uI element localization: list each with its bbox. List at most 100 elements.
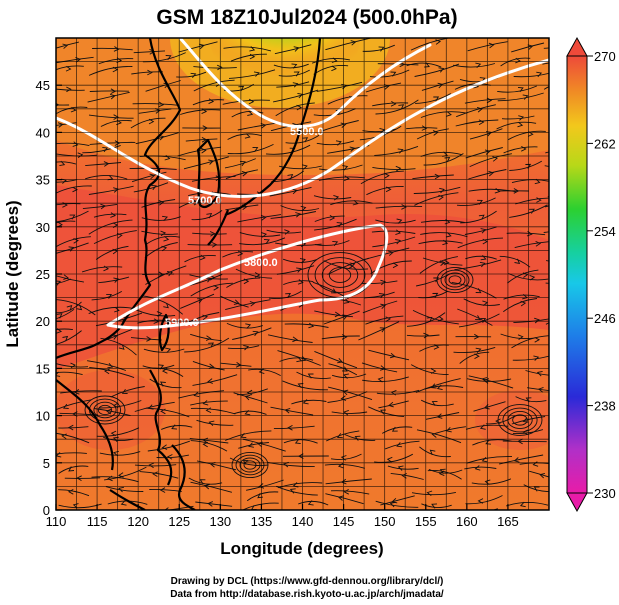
streamline bbox=[460, 210, 497, 224]
streamline bbox=[87, 91, 130, 103]
streamline bbox=[464, 226, 497, 235]
streamline bbox=[87, 360, 127, 371]
streamline bbox=[132, 103, 180, 106]
streamline-arrow bbox=[109, 93, 116, 100]
streamline bbox=[457, 308, 493, 326]
streamline bbox=[85, 175, 128, 180]
streamline-arrow bbox=[107, 475, 113, 482]
streamline bbox=[314, 310, 353, 318]
streamline-arrow bbox=[397, 465, 404, 471]
streamline-arrow bbox=[436, 413, 443, 419]
streamline-arrow bbox=[513, 457, 520, 463]
streamline-vortex bbox=[314, 257, 366, 293]
streamline bbox=[514, 241, 549, 249]
x-tick-label: 110 bbox=[46, 514, 67, 529]
streamline bbox=[543, 231, 549, 233]
streamline-arrow bbox=[201, 137, 208, 143]
streamline-arrow bbox=[388, 401, 394, 408]
streamline bbox=[543, 47, 549, 49]
streamline bbox=[96, 427, 140, 437]
streamline bbox=[189, 273, 223, 287]
streamline-arrow bbox=[445, 232, 452, 238]
streamline-arrow bbox=[395, 229, 401, 236]
streamline bbox=[270, 211, 316, 219]
streamline-arrow bbox=[485, 439, 492, 445]
streamline bbox=[56, 161, 77, 165]
streamline bbox=[81, 266, 123, 273]
streamline-arrow bbox=[207, 378, 213, 384]
streamline-arrow bbox=[343, 298, 350, 304]
streamline-arrow bbox=[536, 71, 543, 78]
streamline-arrow bbox=[291, 188, 298, 195]
streamline-arrow bbox=[439, 260, 446, 266]
streamline-arrow bbox=[165, 347, 172, 354]
streamline bbox=[141, 199, 176, 208]
streamline-arrow bbox=[26, 462, 31, 467]
streamline bbox=[276, 485, 318, 496]
streamline-arrow bbox=[293, 71, 300, 77]
streamline bbox=[411, 491, 456, 496]
streamline-arrow bbox=[352, 199, 359, 206]
streamline bbox=[362, 44, 395, 52]
streamline-arrow bbox=[21, 505, 25, 510]
streamline bbox=[185, 138, 218, 142]
streamline bbox=[241, 502, 279, 510]
streamline bbox=[468, 375, 514, 389]
streamline-arrow bbox=[202, 314, 209, 321]
streamline bbox=[542, 62, 549, 65]
streamline-arrow bbox=[163, 82, 170, 89]
streamline bbox=[190, 333, 222, 342]
streamline bbox=[89, 367, 135, 379]
streamline-arrow bbox=[72, 186, 78, 193]
streamline-arrow bbox=[391, 426, 398, 432]
streamline-arrow bbox=[433, 96, 440, 102]
streamline-arrow bbox=[529, 208, 535, 214]
streamline-arrow bbox=[102, 146, 109, 153]
streamline-arrow bbox=[32, 438, 37, 443]
streamline bbox=[473, 401, 506, 412]
streamline-arrow bbox=[61, 433, 67, 440]
streamline-arrow bbox=[110, 212, 117, 218]
streamline bbox=[500, 57, 531, 67]
streamline bbox=[325, 430, 360, 442]
streamline-arrow bbox=[68, 466, 75, 472]
streamline-arrow bbox=[213, 284, 220, 291]
streamline-arrow bbox=[238, 85, 245, 92]
streamline-arrow bbox=[62, 43, 69, 49]
streamline bbox=[456, 197, 496, 206]
streamline-arrow bbox=[433, 277, 440, 283]
streamline bbox=[136, 309, 176, 317]
streamline bbox=[223, 46, 272, 52]
streamline-arrow bbox=[296, 267, 302, 273]
streamline bbox=[365, 315, 404, 325]
streamline bbox=[410, 364, 449, 376]
streamline-vortex bbox=[84, 395, 126, 425]
streamline bbox=[330, 490, 370, 495]
streamline-arrow bbox=[260, 214, 267, 221]
streamline-arrow bbox=[484, 479, 491, 486]
x-tick-label: 150 bbox=[374, 514, 396, 529]
streamline-arrow bbox=[100, 203, 107, 210]
streamline-arrow bbox=[17, 396, 22, 401]
streamline-arrow bbox=[158, 199, 165, 206]
streamline bbox=[503, 294, 540, 300]
streamline bbox=[314, 218, 357, 231]
streamline bbox=[372, 236, 416, 248]
x-tick-label: 125 bbox=[168, 514, 190, 529]
colorbar-top-arrow bbox=[566, 36, 588, 57]
streamline bbox=[375, 205, 423, 209]
streamline bbox=[371, 230, 416, 234]
streamline bbox=[178, 199, 209, 209]
streamline-arrow bbox=[437, 315, 444, 322]
streamline bbox=[454, 259, 502, 271]
y-tick-label: 35 bbox=[36, 173, 50, 188]
streamline-arrow bbox=[200, 147, 207, 154]
streamline-arrow bbox=[190, 72, 197, 78]
streamline bbox=[192, 360, 225, 371]
streamline-arrow bbox=[66, 305, 73, 311]
streamline bbox=[421, 80, 454, 91]
streamline bbox=[544, 205, 549, 208]
streamline bbox=[321, 120, 359, 132]
streamline bbox=[459, 351, 490, 364]
x-tick-label: 165 bbox=[497, 514, 519, 529]
